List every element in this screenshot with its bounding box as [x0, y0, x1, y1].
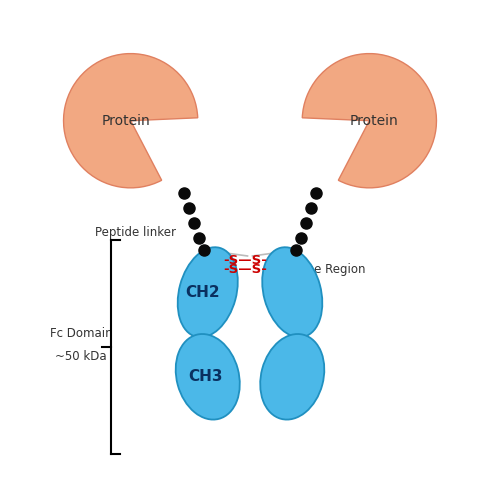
Text: -S—S-: -S—S-	[223, 264, 267, 276]
Ellipse shape	[260, 334, 324, 420]
Wedge shape	[302, 54, 436, 188]
Wedge shape	[64, 54, 198, 188]
Text: CH2: CH2	[186, 285, 220, 300]
Text: ~50 kDa: ~50 kDa	[55, 350, 107, 364]
Text: Hinge Region: Hinge Region	[288, 264, 366, 276]
Ellipse shape	[178, 247, 238, 338]
Ellipse shape	[176, 334, 240, 420]
Text: Peptide linker: Peptide linker	[95, 226, 176, 239]
Ellipse shape	[262, 247, 322, 338]
Text: -S—S-: -S—S-	[223, 254, 267, 268]
Text: Protein: Protein	[350, 114, 399, 128]
Text: Protein: Protein	[102, 114, 150, 128]
Text: Fc Domain: Fc Domain	[50, 326, 112, 340]
Text: CH3: CH3	[188, 370, 222, 384]
